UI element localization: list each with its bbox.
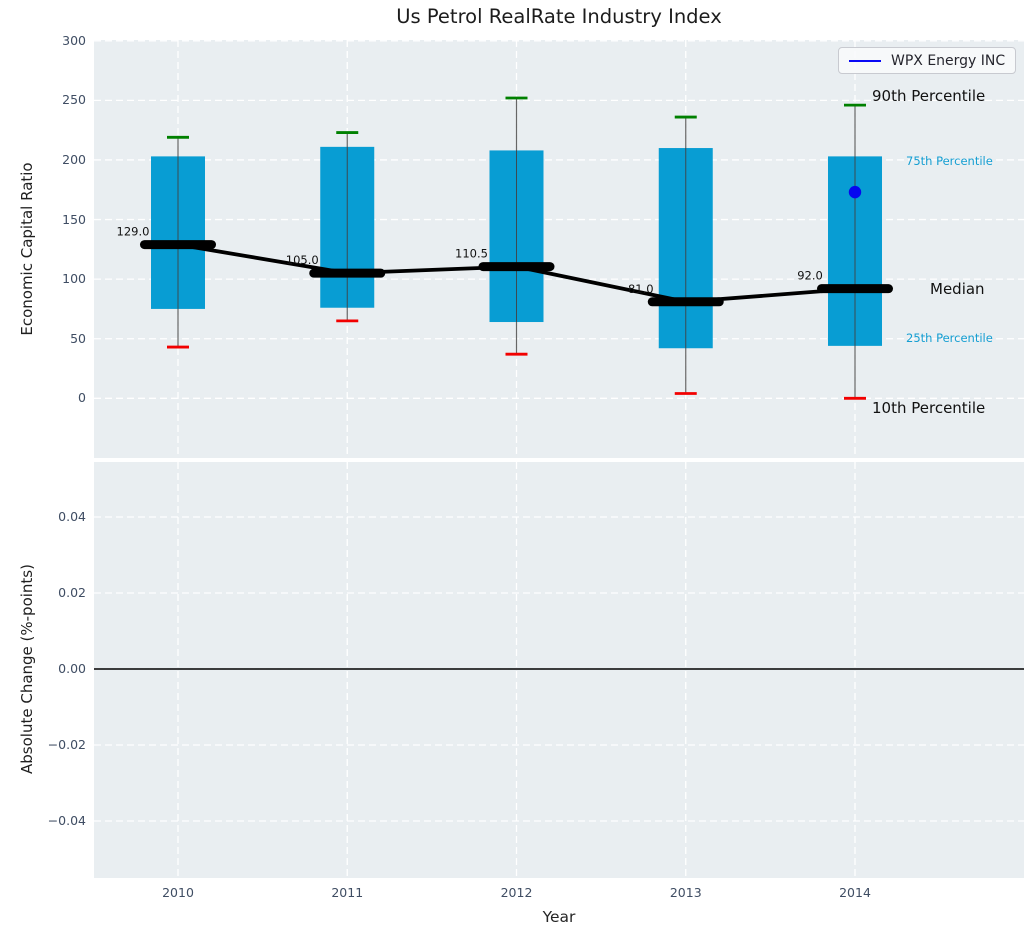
x-axis-label: Year <box>94 908 1024 926</box>
median-value-label: 129.0 <box>117 225 150 239</box>
median-bar <box>648 297 724 306</box>
x-tick-label: 2012 <box>487 884 547 902</box>
y-tick-label: 100 <box>34 270 86 288</box>
y-tick-label: −0.04 <box>34 812 86 830</box>
y-tick-label: 150 <box>34 211 86 229</box>
legend-line-icon <box>849 60 881 62</box>
y-tick-label: 0 <box>34 389 86 407</box>
x-tick-label: 2014 <box>825 884 885 902</box>
x-tick-label: 2011 <box>317 884 377 902</box>
legend-label: WPX Energy INC <box>891 53 1005 69</box>
x-tick-label: 2010 <box>148 884 208 902</box>
y-tick-label: 200 <box>34 151 86 169</box>
y-tick-label: 0.04 <box>34 508 86 526</box>
median-value-label: 81.0 <box>628 282 654 296</box>
percentile-annotation: 10th Percentile <box>872 399 985 417</box>
median-bar <box>140 240 216 249</box>
median-bar <box>817 284 893 293</box>
percentile-annotation: 90th Percentile <box>872 87 985 105</box>
y-tick-label: 50 <box>34 330 86 348</box>
series-dot <box>849 186 861 198</box>
median-value-label: 110.5 <box>455 247 488 261</box>
median-bar <box>309 269 385 278</box>
y-tick-label: −0.02 <box>34 736 86 754</box>
bottom-panel-plot <box>94 462 1024 878</box>
y-axis-label-top: Economic Capital Ratio <box>18 139 38 359</box>
legend: WPX Energy INC <box>838 47 1016 74</box>
figure: Us Petrol RealRate Industry Index Econom… <box>0 0 1034 942</box>
percentile-annotation: 25th Percentile <box>906 331 993 345</box>
y-tick-label: 0.00 <box>34 660 86 678</box>
chart-title: Us Petrol RealRate Industry Index <box>94 5 1024 28</box>
percentile-annotation: Median <box>930 280 985 298</box>
x-tick-label: 2013 <box>656 884 716 902</box>
median-value-label: 92.0 <box>797 269 823 283</box>
y-tick-label: 250 <box>34 91 86 109</box>
median-bar <box>479 262 555 271</box>
median-value-label: 105.0 <box>286 253 319 267</box>
y-tick-label: 300 <box>34 32 86 50</box>
percentile-annotation: 75th Percentile <box>906 154 993 168</box>
y-tick-label: 0.02 <box>34 584 86 602</box>
